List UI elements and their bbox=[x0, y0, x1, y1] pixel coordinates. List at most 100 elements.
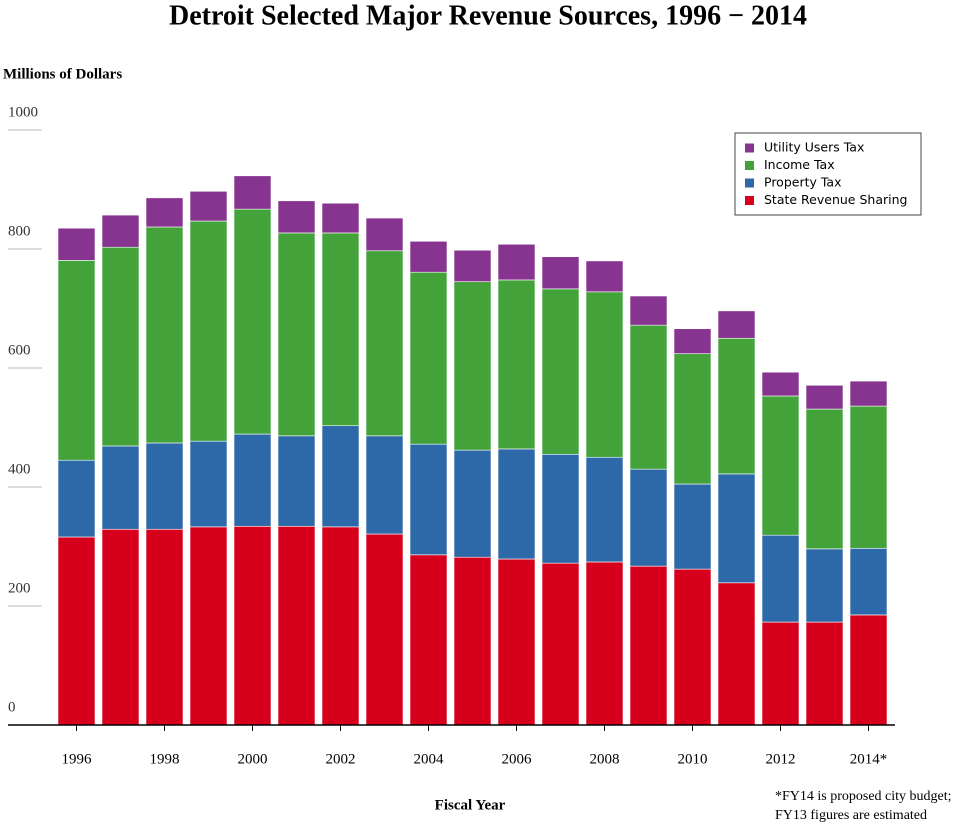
x-axis-label: Fiscal Year bbox=[435, 797, 506, 813]
bar-segment bbox=[761, 395, 800, 536]
legend-swatch bbox=[745, 178, 754, 188]
x-tick-label: 2008 bbox=[590, 751, 620, 767]
bar-segment bbox=[277, 435, 316, 527]
bar-segment bbox=[849, 405, 888, 549]
legend-label: Utility Users Tax bbox=[764, 140, 864, 155]
bar-segment bbox=[189, 190, 228, 222]
bar-segment bbox=[233, 433, 272, 527]
bar-segment bbox=[497, 279, 536, 450]
y-tick-label: 0 bbox=[8, 699, 16, 715]
bar-segment bbox=[717, 582, 756, 726]
y-tick-label: 600 bbox=[8, 342, 31, 358]
bar-segment bbox=[57, 536, 96, 726]
footnote: *FY14 is proposed city budget; bbox=[775, 789, 952, 804]
bar-segment bbox=[57, 227, 96, 261]
bar-segment bbox=[585, 291, 624, 458]
bar-segment bbox=[497, 448, 536, 560]
bar-segment bbox=[409, 240, 448, 273]
bar-segment bbox=[101, 246, 140, 447]
x-tick-label: 2006 bbox=[502, 751, 533, 767]
bar-segment bbox=[805, 384, 844, 410]
bar-segment bbox=[145, 226, 184, 444]
legend-label: Property Tax bbox=[764, 175, 842, 190]
bar-segment bbox=[321, 526, 360, 726]
bar-segment bbox=[365, 435, 404, 535]
legend-swatch bbox=[745, 196, 754, 205]
legend-label: Income Tax bbox=[764, 157, 835, 172]
bar-segment bbox=[189, 440, 228, 528]
bar-segment bbox=[145, 528, 184, 726]
x-tick-label: 2014* bbox=[850, 751, 888, 767]
bar-segment bbox=[365, 217, 404, 252]
bar-segment bbox=[629, 565, 668, 726]
bar-segment bbox=[277, 232, 316, 437]
bar-segment bbox=[717, 337, 756, 475]
y-tick-label: 400 bbox=[8, 461, 31, 477]
y-axis-label: Millions of Dollars bbox=[3, 66, 122, 82]
footnote: FY13 figures are estimated bbox=[775, 808, 927, 823]
bar-segment bbox=[541, 256, 580, 290]
bar-segment bbox=[761, 371, 800, 397]
bar-segment bbox=[541, 453, 580, 564]
legend-box bbox=[734, 132, 922, 216]
bar-segment bbox=[321, 232, 360, 427]
bar-segment bbox=[585, 260, 624, 293]
bar-segment bbox=[189, 526, 228, 726]
bar-segment bbox=[101, 528, 140, 726]
bar-segment bbox=[145, 197, 184, 228]
bar-segment bbox=[673, 328, 712, 355]
bar-segment bbox=[849, 614, 888, 726]
y-tick-label: 1000 bbox=[8, 104, 38, 120]
bar-segment bbox=[101, 445, 140, 530]
bar-segment bbox=[453, 556, 492, 726]
legend-swatch bbox=[745, 143, 754, 153]
bar-segment bbox=[673, 483, 712, 570]
bar-segment bbox=[233, 525, 272, 726]
bar-segment bbox=[805, 548, 844, 623]
x-tick-label: 2002 bbox=[326, 751, 356, 767]
bar-segment bbox=[849, 380, 888, 407]
bar-segment bbox=[453, 249, 492, 283]
bar-segment bbox=[101, 214, 140, 248]
x-tick-label: 1998 bbox=[150, 751, 180, 767]
bar-segment bbox=[409, 554, 448, 726]
bar-segment bbox=[629, 324, 668, 470]
bar-segment bbox=[453, 281, 492, 451]
bar-segment bbox=[321, 425, 360, 528]
bar-segment bbox=[585, 561, 624, 726]
x-tick-label: 2012 bbox=[766, 751, 796, 767]
x-tick-label: 1996 bbox=[62, 751, 93, 767]
bar-segment bbox=[629, 468, 668, 567]
bar-segment bbox=[585, 456, 624, 563]
bar-segment bbox=[365, 250, 404, 437]
bar-segment bbox=[189, 220, 228, 442]
bar-segment bbox=[57, 459, 96, 538]
bar-segment bbox=[145, 442, 184, 530]
bar-segment bbox=[453, 449, 492, 558]
bar-segment bbox=[717, 310, 756, 339]
legend-swatch bbox=[745, 161, 754, 170]
y-tick-label: 200 bbox=[8, 580, 31, 596]
bar-segment bbox=[409, 443, 448, 556]
bar-segment bbox=[233, 208, 272, 435]
x-tick-label: 2000 bbox=[238, 751, 268, 767]
y-tick-label: 800 bbox=[8, 223, 31, 239]
bar-segment bbox=[321, 202, 360, 234]
bar-segment bbox=[541, 288, 580, 455]
bar-segment bbox=[409, 271, 448, 445]
bar-segment bbox=[761, 621, 800, 726]
legend-label: State Revenue Sharing bbox=[764, 192, 907, 207]
bar-segment bbox=[805, 621, 844, 726]
bar-segment bbox=[277, 200, 316, 234]
x-tick-label: 2004 bbox=[414, 751, 445, 767]
bar-segment bbox=[673, 568, 712, 726]
bar-segment bbox=[541, 562, 580, 726]
bar-segment bbox=[497, 243, 536, 281]
bar-segment bbox=[761, 534, 800, 623]
bar-segment bbox=[805, 408, 844, 550]
chart-title: Detroit Selected Major Revenue Sources, … bbox=[169, 0, 807, 31]
bar-segment bbox=[717, 473, 756, 584]
bar-segment bbox=[629, 295, 668, 326]
bar-segment bbox=[233, 175, 272, 210]
